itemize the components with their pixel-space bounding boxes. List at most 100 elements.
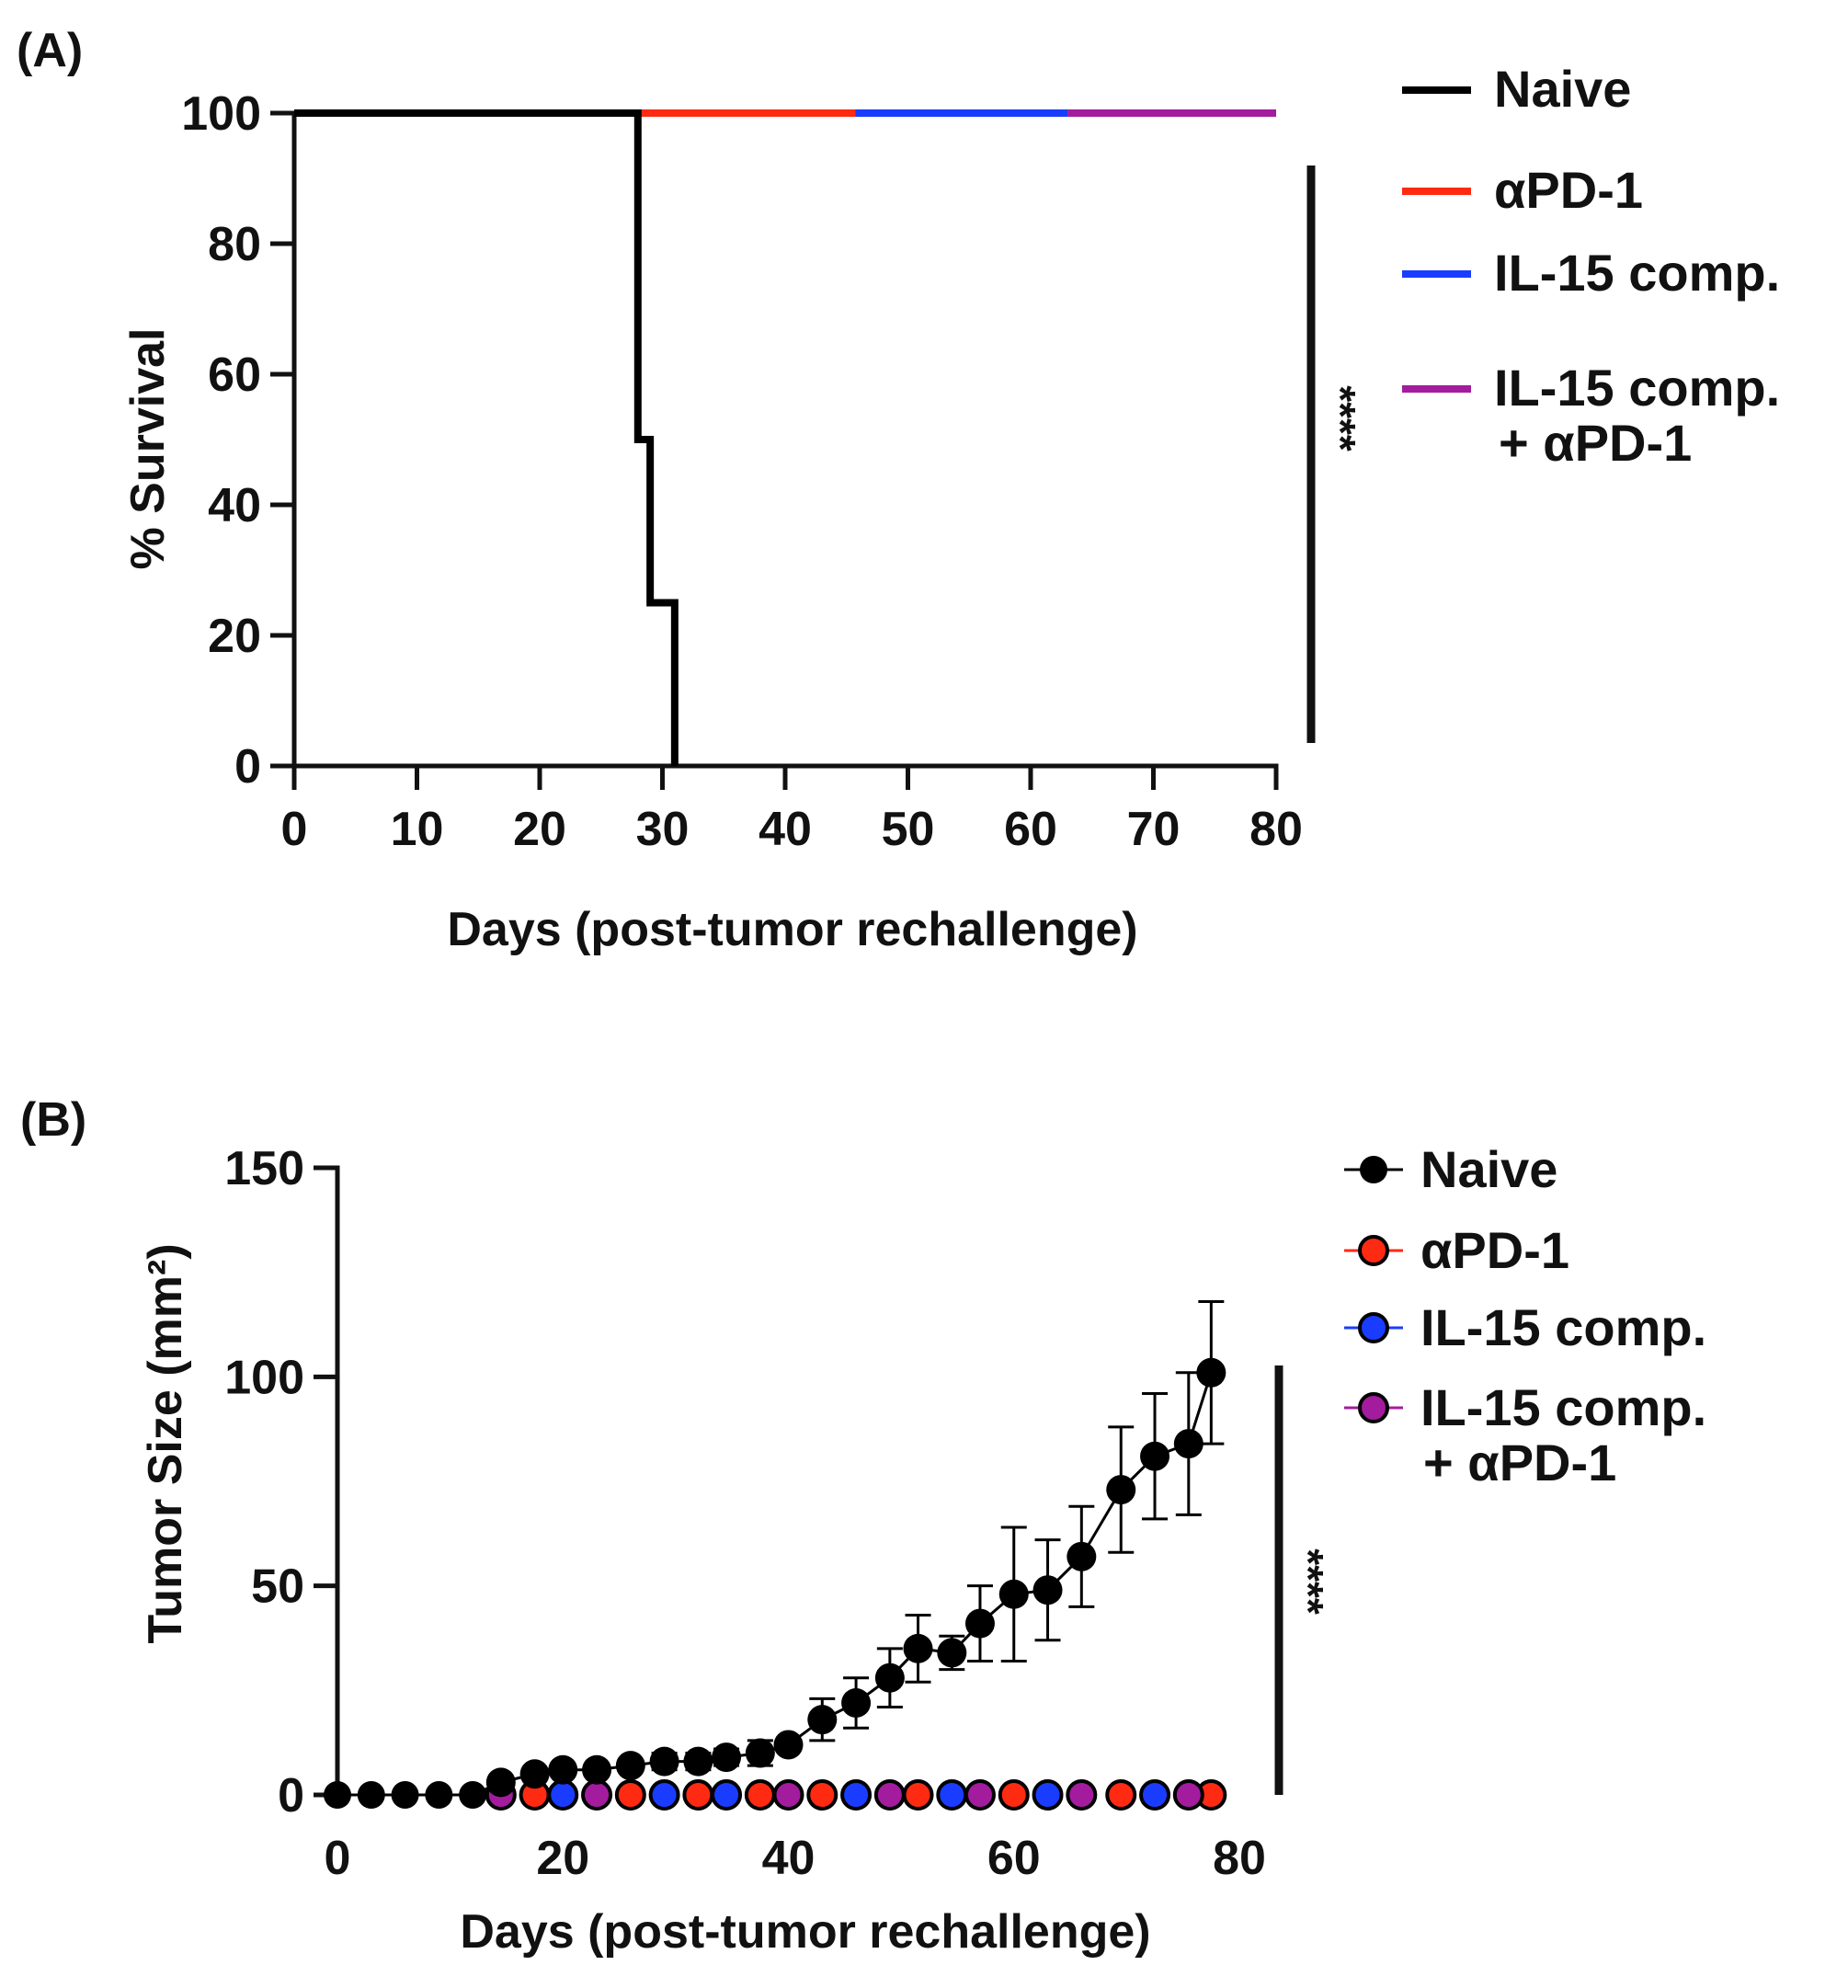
panel-b-point-naive — [1032, 1575, 1063, 1605]
panel-b-point-il15 — [547, 1779, 579, 1811]
panel-b-point-apd1 — [744, 1779, 776, 1811]
panel-b-point-naive — [1140, 1441, 1170, 1471]
panel-b-point-naive — [485, 1767, 516, 1798]
panel-b-point-naive — [582, 1754, 612, 1785]
panel-b-legend-label: IL-15 comp. — [1420, 1298, 1706, 1356]
panel-b-naive-line — [337, 1372, 1213, 1797]
panel-b-point-il15 — [840, 1779, 873, 1811]
panel-b-legend-label: + αPD-1 — [1423, 1434, 1616, 1491]
panel-b-x-tick-label: 60 — [987, 1832, 1041, 1885]
panel-b-legend-label: Naive — [1420, 1140, 1557, 1198]
panel-b-point-apd1 — [682, 1779, 714, 1811]
panel-b-point-naive — [903, 1633, 933, 1663]
panel-a-y-tick-label: 40 — [208, 479, 261, 532]
panel-b-point-naive — [964, 1608, 995, 1639]
panel-b-point-naive — [548, 1754, 578, 1785]
panel-b-point-naive — [615, 1751, 645, 1781]
panel-b-point-naive — [391, 1781, 419, 1809]
panel-b-y-axis-title: Tumor Size (mm²) — [139, 1243, 192, 1643]
panel-b-point-naive — [1173, 1429, 1203, 1459]
panel-a-x-ticks: 0 10 20 30 40 50 60 70 80 — [281, 766, 1303, 856]
panel-b-legend-marker-combo — [1358, 1392, 1389, 1423]
panel-a-y-tick-label: 20 — [208, 610, 261, 663]
panel-b-x-tick-label: 0 — [325, 1832, 351, 1885]
panel-a-x-tick-label: 80 — [1249, 803, 1303, 856]
panel-b-point-il15 — [648, 1779, 680, 1811]
panel-a-x-tick-label: 50 — [882, 803, 935, 856]
panel-b-point-naive — [1106, 1475, 1136, 1505]
panel-b-point-combo — [873, 1779, 906, 1811]
panel-b-point-naive — [874, 1662, 905, 1693]
panel-b-point-naive — [649, 1746, 679, 1777]
panel-a-x-tick-label: 0 — [281, 803, 308, 856]
panel-b-point-combo — [964, 1779, 996, 1811]
panel-b-x-tick-label: 40 — [762, 1832, 816, 1885]
panel-b: (B) 0 50 100 150 0 20 40 60 80 Days (post-tumor… — [20, 1093, 1706, 1959]
panel-a-label: (A) — [17, 24, 83, 77]
panel-b-point-combo — [772, 1779, 804, 1811]
panel-a-y-tick-label: 60 — [208, 348, 261, 402]
panel-b-legend-label: αPD-1 — [1420, 1221, 1569, 1279]
panel-b-y-tick-label: 150 — [224, 1142, 304, 1195]
panel-b-point-naive — [459, 1781, 487, 1809]
panel-b-point-naive — [712, 1742, 742, 1773]
panel-a-y-tick-label: 0 — [234, 740, 261, 794]
panel-b-point-combo — [1172, 1779, 1204, 1811]
panel-b-x-tick-label: 20 — [536, 1832, 589, 1885]
panel-b-y-tick-label: 100 — [224, 1351, 304, 1404]
panel-a-y-tick-label: 80 — [208, 218, 261, 271]
panel-b-point-naive — [425, 1781, 453, 1809]
panel-a: (A) 0 20 40 60 80 100 0 10 20 30 40 50 60 70 80 Days … — [17, 24, 1780, 956]
panel-a-y-ticks: 0 20 40 60 80 100 — [181, 87, 294, 794]
panel-b-x-ticks: 0 20 40 60 80 — [325, 1832, 1266, 1885]
panel-b-legend-marker-naive — [1360, 1156, 1387, 1183]
panel-b-point-apd1 — [1105, 1779, 1137, 1811]
panel-a-legend-label: IL-15 comp. — [1494, 359, 1780, 417]
panel-b-point-combo — [1066, 1779, 1098, 1811]
panel-a-x-tick-label: 60 — [1004, 803, 1057, 856]
panel-b-legend-marker-apd1 — [1358, 1235, 1389, 1266]
panel-b-point-apd1 — [902, 1779, 934, 1811]
panel-b-y-tick-label: 0 — [278, 1769, 304, 1822]
panel-b-point-combo — [581, 1779, 613, 1811]
panel-b-x-axis-title: Days (post-tumor rechallenge) — [460, 1905, 1150, 1959]
panel-a-legend-label: Naive — [1494, 60, 1631, 118]
panel-b-series — [324, 1299, 1227, 1811]
panel-b-point-il15 — [936, 1779, 968, 1811]
panel-b-legend-marker-il15 — [1358, 1312, 1389, 1343]
panel-b-significance-stars: **** — [1284, 1548, 1332, 1615]
panel-a-legend-label: αPD-1 — [1494, 161, 1643, 219]
panel-b-point-il15 — [711, 1779, 743, 1811]
panel-a-x-tick-label: 40 — [759, 803, 812, 856]
panel-b-point-apd1 — [806, 1779, 838, 1811]
panel-b-x-tick-label: 80 — [1213, 1832, 1266, 1885]
panel-b-point-naive — [357, 1781, 385, 1809]
panel-b-point-naive — [937, 1638, 967, 1668]
panel-b-y-ticks: 0 50 100 150 — [224, 1142, 337, 1822]
panel-b-point-naive — [998, 1579, 1029, 1609]
panel-b-point-naive — [841, 1687, 872, 1718]
panel-a-legend-label: IL-15 comp. — [1494, 244, 1780, 302]
panel-b-point-naive — [683, 1746, 713, 1777]
panel-b-point-apd1 — [614, 1779, 646, 1811]
panel-a-x-tick-label: 30 — [636, 803, 690, 856]
panel-a-series — [294, 109, 1276, 766]
panel-b-point-naive — [807, 1705, 838, 1735]
panel-a-x-tick-label: 20 — [513, 803, 566, 856]
panel-a-survival-line-naive — [294, 109, 679, 766]
panel-b-y-tick-label: 50 — [251, 1560, 304, 1614]
panel-b-point-naive — [1196, 1357, 1226, 1388]
panel-b-legend-label: IL-15 comp. — [1420, 1378, 1706, 1436]
panel-b-point-naive — [745, 1738, 775, 1768]
panel-b-point-il15 — [1139, 1779, 1171, 1811]
panel-b-point-apd1 — [998, 1779, 1030, 1811]
panel-a-legend-label: + αPD-1 — [1499, 414, 1692, 472]
panel-b-point-il15 — [1032, 1779, 1064, 1811]
panel-a-y-axis-title: % Survival — [121, 327, 175, 569]
panel-b-point-naive — [1067, 1541, 1097, 1571]
panel-a-x-axis-title: Days (post-tumor rechallenge) — [447, 903, 1137, 956]
panel-b-point-naive — [519, 1759, 550, 1789]
